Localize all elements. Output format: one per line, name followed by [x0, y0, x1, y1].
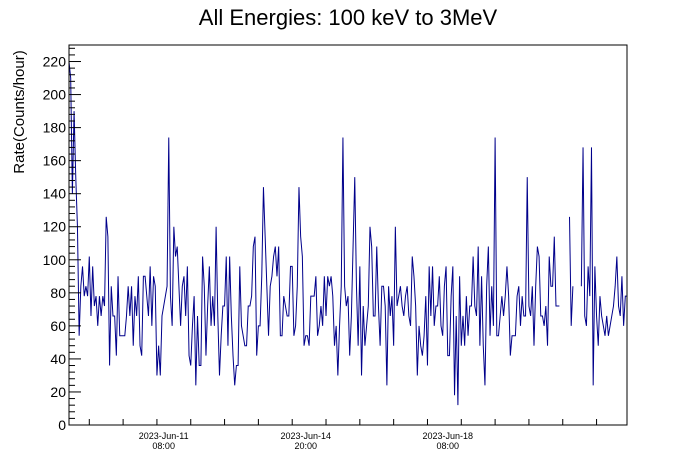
- y-tick-label: 100: [43, 252, 67, 268]
- x-axis: 2023-Jun-1108:002023-Jun-1420:002023-Jun…: [88, 419, 598, 451]
- rate-series-line: [68, 61, 627, 406]
- x-tick-label-time: 08:00: [436, 441, 459, 451]
- plot-frame: [68, 44, 628, 426]
- x-tick-label-date: 2023-Jun-14: [280, 431, 331, 441]
- x-tick-label-time: 20:00: [294, 441, 317, 451]
- y-tick-label: 60: [50, 318, 66, 334]
- y-tick-label: 200: [43, 87, 67, 103]
- y-tick-label: 0: [58, 417, 66, 433]
- y-tick-label: 40: [50, 351, 66, 367]
- y-tick-label: 180: [43, 120, 67, 136]
- y-axis: 0 20 40 60 80 100 120 140 160 180 200 220: [43, 47, 81, 433]
- y-tick-label: 140: [43, 186, 67, 202]
- y-tick-label: 20: [50, 384, 66, 400]
- y-tick-label: 160: [43, 153, 67, 169]
- y-axis-label: Rate(Counts/hour): [11, 50, 28, 173]
- y-tick-label: 80: [50, 285, 66, 301]
- series-layer: [68, 61, 627, 406]
- chart-title: All Energies: 100 keV to 3MeV: [199, 5, 498, 30]
- y-tick-label: 220: [43, 54, 67, 70]
- x-tick-label-date: 2023-Jun-18: [422, 431, 473, 441]
- y-tick-label: 120: [43, 219, 67, 235]
- x-tick-label-date: 2023-Jun-11: [139, 431, 189, 441]
- x-tick-label-time: 08:00: [152, 441, 175, 451]
